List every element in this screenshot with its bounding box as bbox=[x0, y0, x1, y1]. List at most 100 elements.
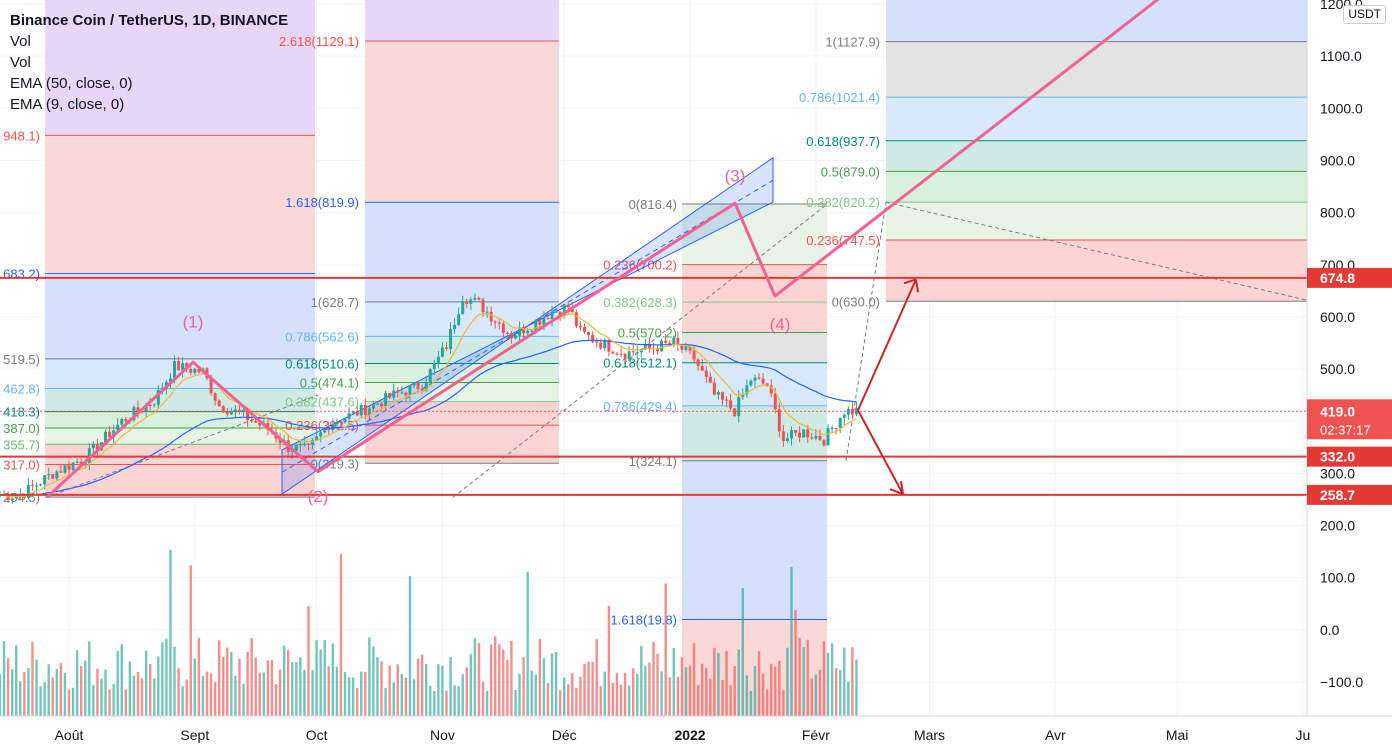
candle-body bbox=[846, 408, 850, 415]
time-axis-bg bbox=[0, 716, 1392, 752]
volume-bar bbox=[453, 685, 456, 716]
candle-body bbox=[108, 431, 112, 438]
time-axis-tick-3: Nov bbox=[430, 727, 455, 743]
volume-bar bbox=[96, 668, 99, 716]
candle-body bbox=[611, 351, 615, 354]
candle-body bbox=[258, 422, 262, 426]
candle-body bbox=[696, 359, 700, 366]
candle-body bbox=[168, 378, 172, 382]
volume-bar bbox=[765, 689, 769, 716]
volume-bar bbox=[315, 640, 318, 716]
candle-body bbox=[518, 327, 522, 336]
candle-body bbox=[619, 353, 623, 355]
volume-bar bbox=[676, 676, 680, 716]
volume-bar bbox=[55, 668, 59, 716]
fib-ext-label-4: 0.382(820.2) bbox=[806, 195, 880, 210]
chart-legend: Binance Coin / TetherUS, 1D, BINANCE Vol… bbox=[10, 10, 288, 115]
candle-body bbox=[599, 342, 603, 349]
volume-bar bbox=[213, 682, 217, 716]
price-axis-tick-9: 800.0 bbox=[1320, 205, 1355, 221]
candle-body bbox=[449, 329, 453, 349]
candle-body bbox=[152, 404, 156, 406]
candle-body bbox=[233, 409, 237, 412]
volume-bar bbox=[656, 654, 659, 716]
volume-bar bbox=[31, 641, 34, 716]
candle-body bbox=[627, 351, 631, 360]
legend-ema9[interactable]: EMA (9, close, 0) bbox=[10, 96, 125, 113]
candle-body bbox=[505, 332, 509, 334]
volume-bar bbox=[798, 637, 801, 716]
volume-bar bbox=[376, 657, 379, 716]
candle-body bbox=[156, 390, 160, 405]
volume-bar bbox=[822, 641, 826, 716]
candle-body bbox=[773, 393, 777, 410]
candle-body bbox=[554, 311, 558, 313]
volume-bar bbox=[465, 667, 468, 716]
volume-bar bbox=[27, 668, 30, 716]
candle-body bbox=[595, 341, 599, 343]
candle-body bbox=[485, 311, 489, 313]
candle-body bbox=[725, 399, 729, 401]
candle-body bbox=[729, 400, 733, 409]
fib-left-label-3: 462.8) bbox=[3, 381, 40, 396]
volume-bar bbox=[473, 638, 477, 716]
candle-body bbox=[777, 409, 781, 432]
fib-left-zone-2 bbox=[45, 135, 315, 274]
bull-arrow-head bbox=[903, 278, 919, 293]
volume-bar bbox=[579, 676, 582, 716]
candle-body bbox=[708, 376, 712, 383]
volume-bar bbox=[23, 672, 26, 716]
candle-body bbox=[790, 430, 794, 439]
volume-bar bbox=[380, 661, 383, 716]
fib-left-label-2: 519.5) bbox=[3, 352, 40, 367]
candle-body bbox=[209, 378, 213, 394]
last-price-value: 419.0 bbox=[1320, 403, 1355, 419]
volume-bar bbox=[481, 681, 485, 716]
fib-mid-label-6: 0.382(437.6) bbox=[285, 395, 359, 410]
candle-body bbox=[124, 419, 128, 422]
candle-body bbox=[469, 299, 473, 304]
candle-body bbox=[311, 440, 315, 445]
candle-body bbox=[95, 443, 99, 451]
price-axis-tick-0: −100.0 bbox=[1320, 674, 1363, 690]
fib-left-label-5: 387.0) bbox=[3, 421, 40, 436]
candle-body bbox=[489, 311, 493, 322]
ema9-line bbox=[0, 312, 857, 498]
volume-bar bbox=[757, 651, 761, 716]
fib-left-zone-3 bbox=[45, 273, 315, 359]
volume-bar bbox=[420, 654, 424, 716]
volume-bar bbox=[79, 665, 83, 716]
price-axis-tick-7: 600.0 bbox=[1320, 309, 1355, 325]
volume-bar bbox=[745, 675, 749, 716]
volume-bar bbox=[104, 669, 107, 716]
legend-volume-1[interactable]: Vol bbox=[10, 33, 31, 50]
candle-body bbox=[371, 403, 375, 409]
volume-bar bbox=[282, 645, 286, 716]
volume-bar bbox=[554, 652, 558, 716]
volume-bar bbox=[461, 674, 464, 716]
fib-left-band-3 bbox=[45, 388, 315, 412]
candle-body bbox=[177, 361, 181, 371]
candle-body bbox=[530, 330, 534, 332]
legend-ema50[interactable]: EMA (50, close, 0) bbox=[10, 75, 133, 92]
candle-body bbox=[339, 422, 343, 424]
price-axis-tick-11: 1000.0 bbox=[1320, 100, 1363, 116]
volume-bar bbox=[319, 649, 322, 716]
candle-body bbox=[302, 443, 306, 445]
symbol-title[interactable]: Binance Coin / TetherUS, 1D, BINANCE bbox=[10, 12, 289, 29]
candle-body bbox=[367, 408, 371, 415]
candle-body bbox=[91, 443, 95, 449]
volume-bar bbox=[63, 672, 67, 716]
candle-body bbox=[761, 378, 765, 384]
candle-body bbox=[59, 471, 63, 473]
candle-body bbox=[30, 485, 34, 487]
legend-volume-2[interactable]: Vol bbox=[10, 54, 31, 71]
currency-label[interactable]: USDT bbox=[1343, 5, 1386, 24]
trend-dashed-2 bbox=[452, 203, 828, 498]
volume-bar bbox=[75, 650, 79, 716]
volume-bar bbox=[327, 666, 330, 716]
volume-bar bbox=[193, 658, 197, 716]
candle-body bbox=[396, 390, 400, 393]
candle-countdown: 02:37:17 bbox=[1320, 422, 1371, 437]
